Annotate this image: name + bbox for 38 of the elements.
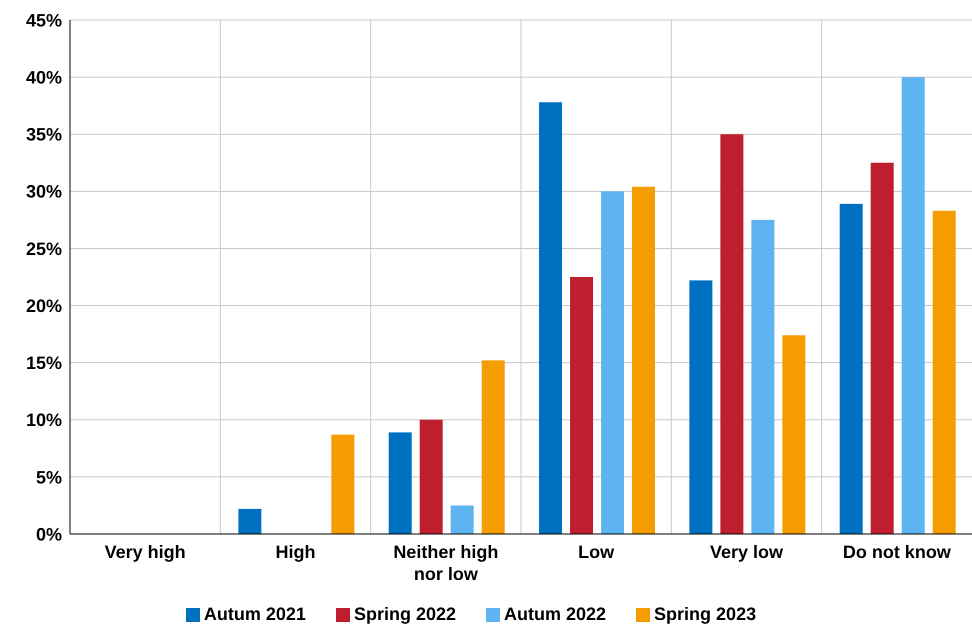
bar [689,280,712,534]
y-tick-label: 25% [26,238,62,259]
bar [450,505,474,534]
bar [388,432,412,534]
bar [902,77,925,534]
bar [238,508,262,534]
bar [782,335,806,534]
y-tick-label: 20% [26,296,62,316]
bar [539,102,562,534]
x-tick-label: Very high [104,542,186,562]
y-tick-label: 0% [36,524,62,544]
x-tick-label: Very low [710,542,784,562]
legend-label: Autum 2022 [504,604,606,624]
bar [840,204,863,534]
legend-label: Spring 2023 [654,604,756,624]
bar [720,134,744,534]
bar [482,360,505,534]
legend-label: Spring 2022 [354,604,456,624]
y-tick-label: 5% [36,467,62,488]
y-tick-label: 40% [26,68,62,88]
y-tick-label: 15% [26,353,62,374]
bar [570,277,594,534]
bar [932,210,956,534]
bar [870,162,894,534]
x-tick-label: Do not know [842,542,952,562]
bar [751,220,774,534]
legend-label: Autum 2021 [204,604,306,624]
y-tick-label: 30% [26,182,62,202]
bar [331,434,354,534]
bar [420,420,443,534]
y-tick-label: 45% [26,10,62,30]
x-tick-label: High [276,542,316,562]
bar [601,191,624,534]
y-tick-label: 35% [26,124,62,145]
x-tick-label: Low [578,542,616,562]
bar [632,186,656,534]
y-tick-label: 10% [26,410,62,430]
x-tick-label: Neither high nor low [393,542,498,584]
